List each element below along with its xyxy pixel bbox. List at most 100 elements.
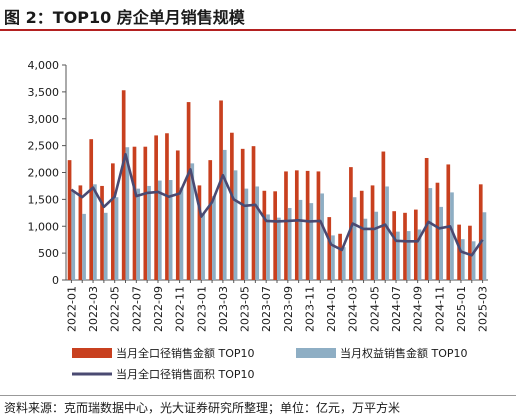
- x-tick-label: 2023-05: [239, 286, 252, 332]
- y-tick-label: 3,500: [28, 86, 60, 99]
- x-tick-label: 2024-07: [390, 286, 403, 332]
- bar-sales-amount: [208, 160, 213, 280]
- bar-sales-amount: [468, 225, 472, 280]
- y-tick-label: 1,000: [28, 220, 60, 233]
- bar-sales-amount: [89, 139, 94, 280]
- x-tick-label: 2022-07: [130, 286, 143, 332]
- bar-equity-sales: [93, 184, 97, 280]
- bar-equity-sales: [406, 231, 411, 280]
- bar-equity-sales: [374, 211, 379, 280]
- bar-sales-amount: [121, 90, 126, 280]
- bar-sales-amount: [316, 171, 321, 280]
- x-tick-label: 2024-05: [368, 286, 381, 332]
- bar-equity-sales: [266, 214, 270, 280]
- legend-swatch-sales-amount: [72, 348, 112, 358]
- x-tick-label: 2023-03: [217, 286, 230, 332]
- x-tick-label: 2024-09: [412, 286, 425, 332]
- bar-equity-sales: [341, 247, 346, 280]
- chart-bars: [67, 90, 487, 283]
- bar-equity-sales: [136, 188, 141, 280]
- bar-equity-sales: [417, 229, 422, 280]
- bar-sales-amount: [446, 164, 451, 280]
- bar-equity-sales: [363, 218, 368, 280]
- source-note: 资料来源：克而瑞数据中心，光大证券研究所整理；单位：亿元，万平方米: [4, 401, 401, 415]
- bar-sales-amount: [78, 185, 83, 280]
- x-tick-label: 2024-01: [325, 286, 338, 332]
- bar-equity-sales: [103, 212, 108, 280]
- bar-equity-sales: [233, 170, 238, 280]
- bar-equity-sales: [179, 187, 184, 280]
- bar-equity-sales: [190, 163, 195, 280]
- bar-equity-sales: [309, 203, 314, 280]
- bar-equity-sales: [331, 235, 335, 280]
- y-tick-label: 1,500: [28, 193, 60, 206]
- x-tick-label: 2023-01: [195, 286, 208, 332]
- figure-header: 图 2：TOP10 房企单月销售规模: [0, 0, 516, 31]
- bar-equity-sales: [114, 197, 119, 280]
- bar-equity-sales: [125, 147, 130, 280]
- bar-sales-amount: [413, 209, 418, 280]
- bar-equity-sales: [471, 241, 476, 280]
- bar-equity-sales: [157, 180, 162, 280]
- x-tick-label: 2025-03: [477, 286, 490, 332]
- bar-equity-sales: [298, 199, 303, 280]
- legend-label-sales-amount: 当月全口径销售金额 TOP10: [116, 346, 255, 360]
- bar-sales-amount: [392, 211, 397, 280]
- bar-equity-sales: [168, 180, 173, 280]
- bar-sales-amount: [197, 185, 202, 280]
- x-tick-label: 2022-03: [87, 286, 100, 332]
- chart-axes: 0 500 1,000 1,500 2,000 2,500 3,000 3,500 4,000: [28, 59, 488, 287]
- bar-equity-sales: [244, 188, 249, 280]
- x-tick-label: 2023-07: [260, 286, 273, 332]
- bar-equity-sales: [277, 217, 281, 280]
- bar-sales-amount: [262, 190, 267, 280]
- legend-label-sales-area: 当月全口径销售面积 TOP10: [116, 367, 255, 381]
- y-tick-label: 2,500: [28, 140, 60, 153]
- bar-equity-sales: [450, 192, 454, 280]
- bar-sales-amount: [100, 185, 104, 280]
- x-tick-label: 2022-01: [65, 286, 78, 332]
- bar-sales-amount: [294, 170, 299, 280]
- x-tick-label: 2022-05: [109, 286, 122, 332]
- bar-equity-sales: [320, 193, 324, 280]
- x-tick-label: 2023-09: [282, 286, 295, 332]
- bar-sales-amount: [305, 170, 310, 280]
- x-tick-label: 2024-03: [347, 286, 360, 332]
- bar-sales-amount: [381, 151, 386, 280]
- bar-sales-amount: [240, 148, 245, 280]
- source-divider: [0, 395, 516, 396]
- x-tick-label: 2025-01: [455, 286, 468, 332]
- bar-equity-sales: [255, 186, 260, 280]
- bar-sales-amount: [273, 191, 277, 280]
- bar-sales-amount: [284, 171, 288, 280]
- bar-sales-amount: [111, 163, 115, 280]
- bar-equity-sales: [287, 207, 292, 280]
- bar-sales-amount: [67, 160, 72, 280]
- bar-sales-amount: [403, 212, 407, 280]
- bar-sales-amount: [186, 102, 191, 281]
- bar-equity-sales: [147, 185, 151, 280]
- bar-equity-sales: [439, 206, 443, 280]
- bar-equity-sales: [428, 188, 433, 280]
- bar-equity-sales: [460, 239, 465, 280]
- title-divider: [0, 29, 516, 31]
- bar-equity-sales: [352, 197, 357, 280]
- figure-title: 图 2：TOP10 房企单月销售规模: [4, 8, 245, 27]
- bar-equity-sales: [396, 231, 400, 280]
- y-tick-label: 500: [38, 247, 59, 260]
- legend-swatch-equity-sales: [296, 348, 336, 358]
- bar-equity-sales: [71, 191, 76, 280]
- x-tick-label: 2022-11: [174, 286, 187, 332]
- bar-sales-amount: [219, 100, 223, 280]
- bar-sales-amount: [338, 233, 342, 280]
- x-axis-labels: 2022-01 2022-03 2022-05 2022-07 2022-09 2022-…: [65, 286, 489, 332]
- bar-equity-sales: [212, 196, 216, 280]
- bar-sales-amount: [457, 224, 461, 280]
- bar-sales-amount: [327, 217, 332, 280]
- bar-sales-amount: [230, 132, 234, 280]
- y-tick-label: 4,000: [28, 59, 60, 72]
- bar-sales-amount: [154, 135, 158, 280]
- x-tick-label: 2023-11: [303, 286, 316, 332]
- bar-sales-amount: [132, 146, 137, 280]
- bar-sales-amount: [251, 146, 256, 280]
